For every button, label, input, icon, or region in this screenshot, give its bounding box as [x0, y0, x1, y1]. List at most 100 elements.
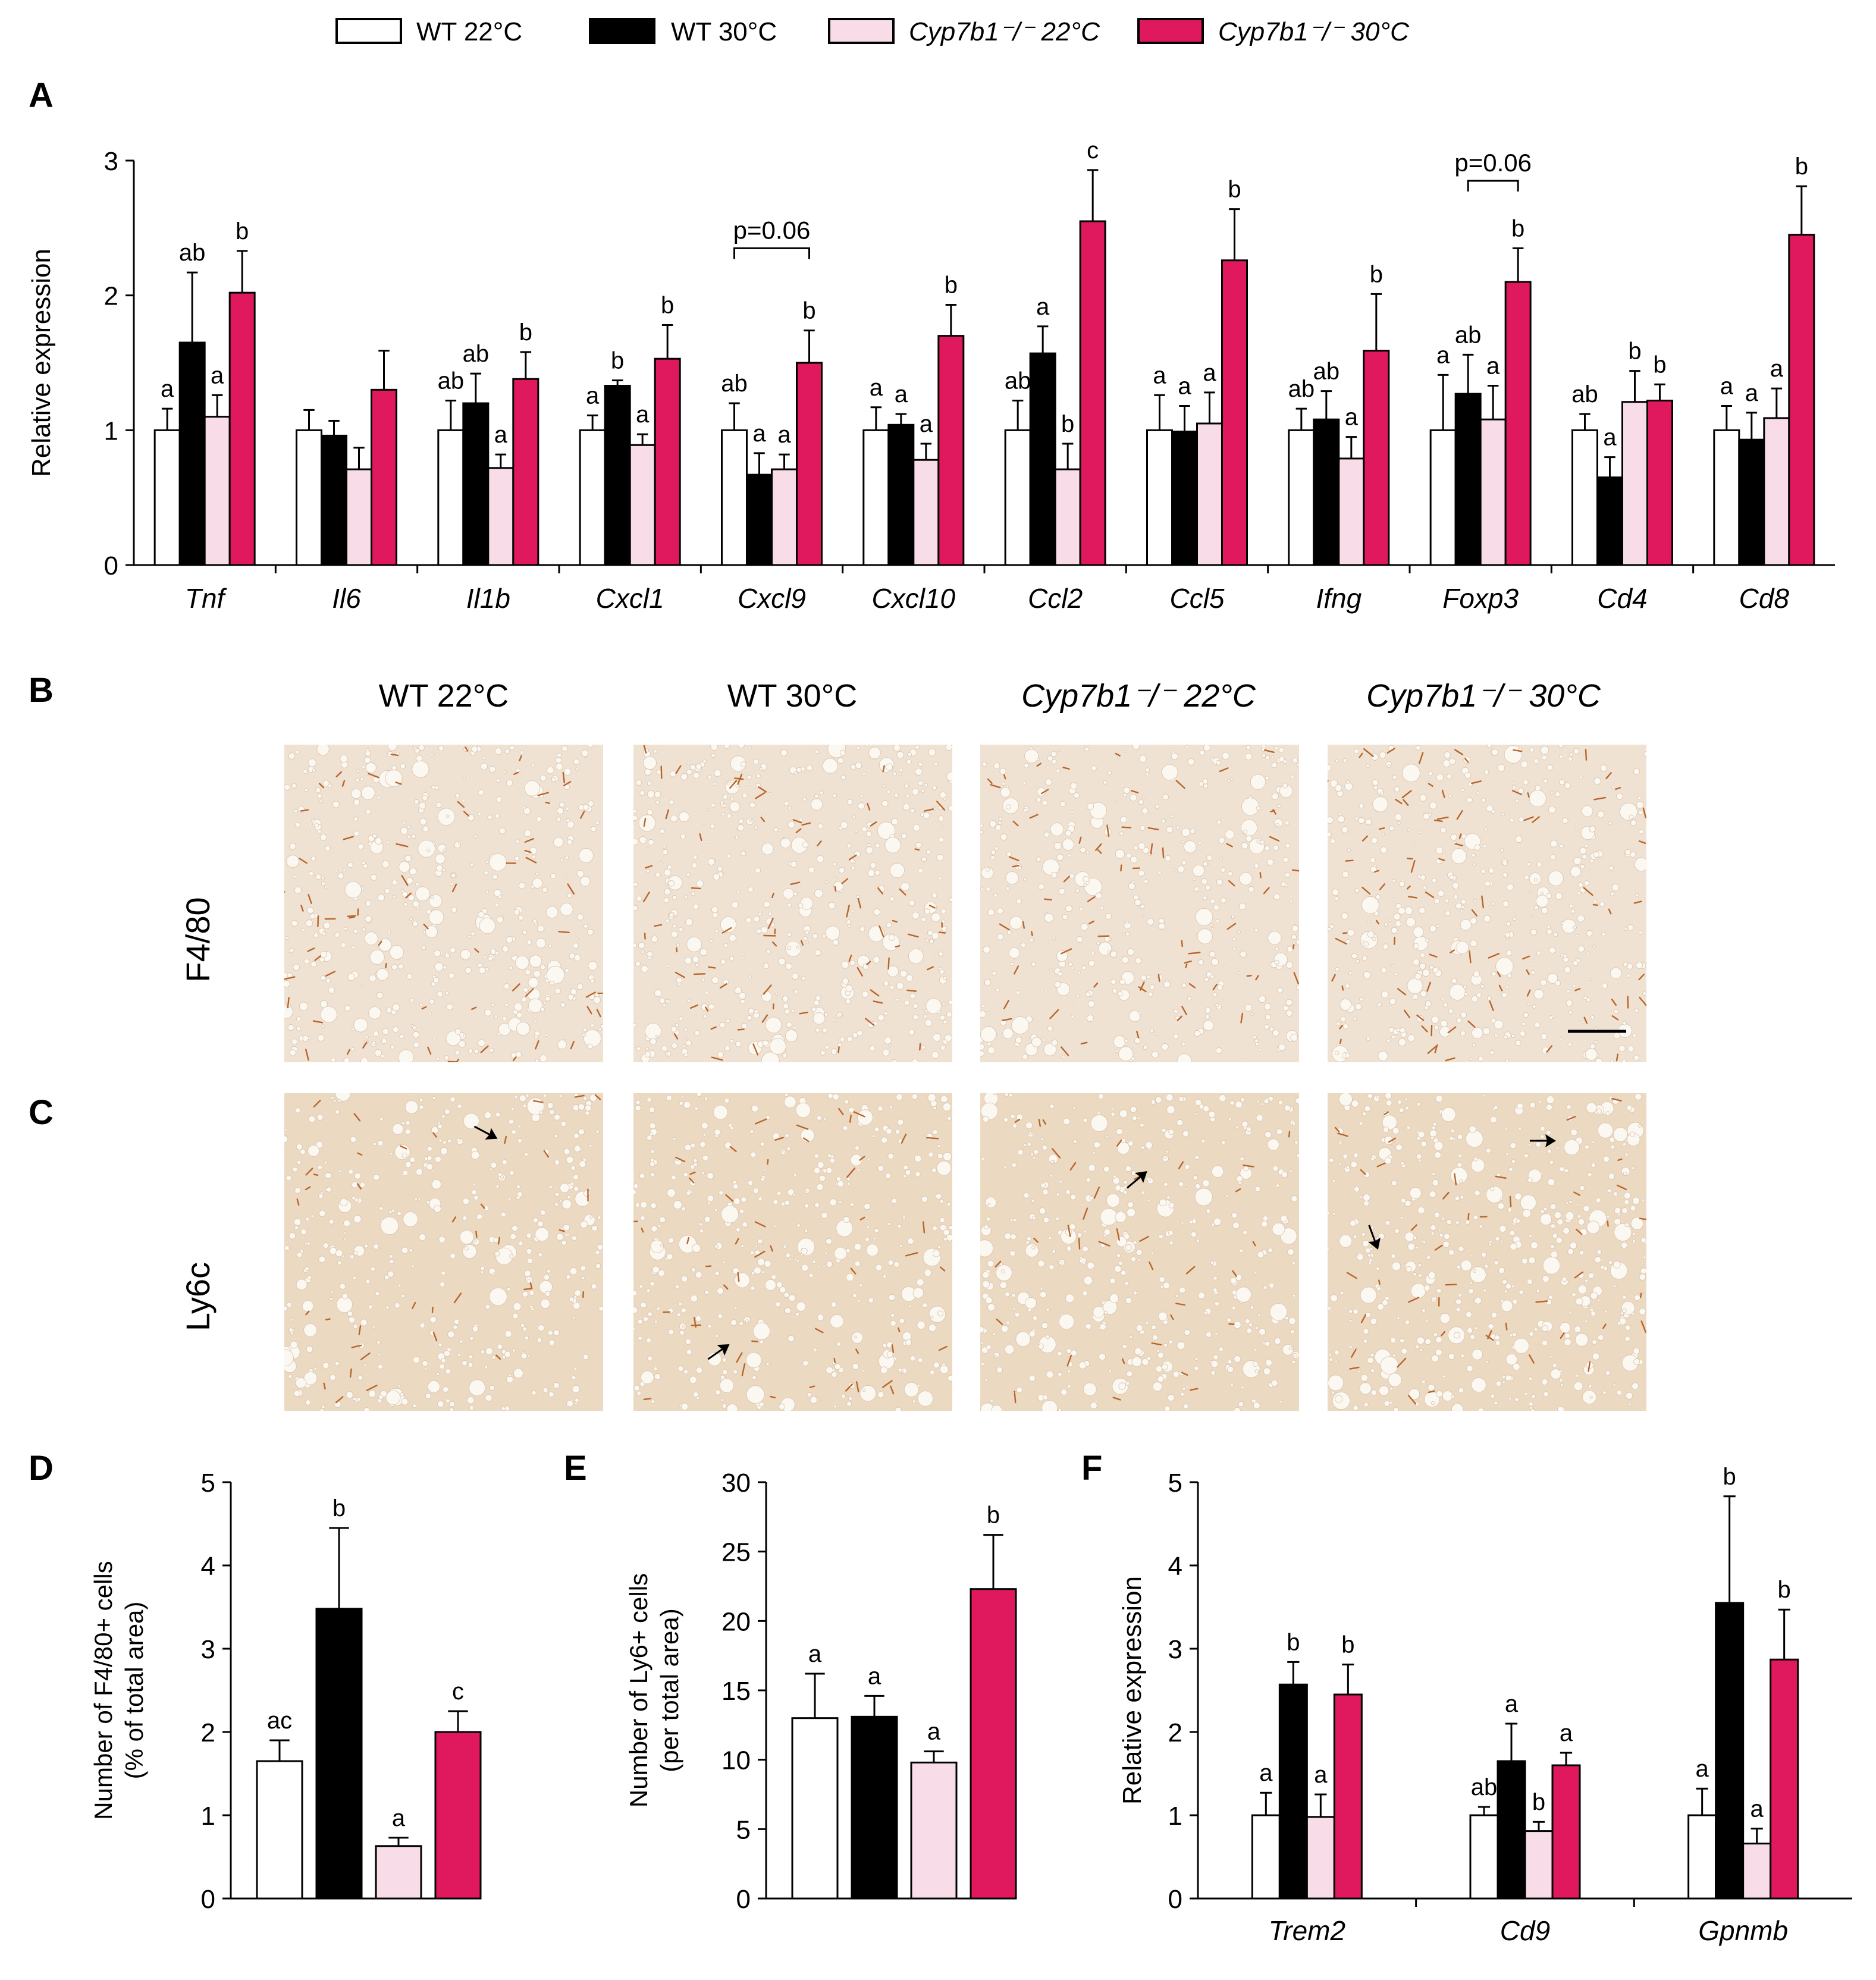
lipid-droplet	[445, 1368, 451, 1375]
lipid-droplet	[578, 1103, 585, 1110]
lipid-droplet	[308, 1115, 316, 1123]
stain-mark	[1033, 1237, 1039, 1243]
lipid-droplet	[820, 1050, 826, 1056]
lipid-droplet	[783, 1244, 787, 1248]
lipid-droplet	[633, 1184, 639, 1189]
lipid-droplet	[1420, 874, 1426, 881]
lipid-droplet	[515, 955, 529, 970]
lipid-droplet	[1163, 1343, 1168, 1347]
lipid-droplet	[681, 1206, 686, 1212]
lipid-droplet	[1000, 787, 1011, 798]
lipid-droplet	[715, 1334, 719, 1338]
stain-mark	[686, 1237, 690, 1244]
lipid-droplet	[1420, 952, 1426, 958]
lipid-droplet	[1495, 957, 1514, 976]
lipid-droplet	[1449, 874, 1455, 880]
lipid-droplet	[1328, 1247, 1329, 1251]
lipid-droplet	[1590, 1310, 1596, 1316]
lipid-droplet	[323, 921, 331, 929]
lipid-droplet	[1028, 1375, 1036, 1382]
histology-texture	[633, 1093, 952, 1411]
lipid-droplet	[937, 1245, 942, 1250]
lipid-droplet	[441, 1270, 446, 1276]
lipid-droplet	[1221, 1140, 1226, 1145]
lipid-droplet	[1123, 1190, 1128, 1195]
lipid-droplet	[315, 787, 321, 793]
stain-mark	[453, 1292, 462, 1304]
lipid-droplet	[1000, 1325, 1009, 1333]
lipid-droplet	[1555, 980, 1561, 986]
lipid-droplet	[1549, 947, 1556, 954]
lipid-droplet	[1388, 1373, 1402, 1387]
lipid-droplet	[567, 839, 573, 845]
lipid-droplet	[792, 1193, 796, 1197]
stain-mark	[1093, 983, 1099, 988]
lipid-droplet	[896, 1093, 903, 1101]
lipid-droplet	[1287, 1248, 1294, 1256]
lipid-droplet	[897, 1119, 904, 1126]
lipid-droplet	[650, 1281, 655, 1286]
stain-marks	[1328, 748, 1646, 1062]
lipid-droplet	[1291, 1195, 1298, 1202]
lipid-droplet	[1501, 1300, 1513, 1312]
lipid-droplet	[851, 1332, 864, 1344]
lipid-droplet	[1575, 934, 1579, 937]
stain-mark	[1178, 1161, 1184, 1169]
lipid-droplet	[1227, 1359, 1232, 1364]
lipid-droplet	[1232, 937, 1236, 941]
lipid-droplet	[522, 1326, 528, 1332]
lipid-droplet	[702, 1134, 706, 1137]
stain-mark	[1639, 996, 1646, 1007]
lipid-droplet	[1499, 1225, 1507, 1233]
lipid-droplet	[308, 1144, 320, 1157]
lipid-droplet	[1560, 1037, 1563, 1041]
lipid-droplet	[572, 942, 579, 949]
lipid-droplet	[712, 912, 719, 918]
lipid-droplet	[1372, 796, 1388, 812]
lipid-droplet	[1513, 1338, 1529, 1354]
lipid-droplet	[1469, 1253, 1472, 1257]
lipid-droplet	[1292, 757, 1298, 763]
lipid-droplet	[1206, 855, 1213, 861]
lipid-droplet	[796, 1223, 801, 1228]
lipid-droplet	[1181, 983, 1187, 989]
lipid-droplet	[793, 1173, 797, 1177]
lipid-droplet	[387, 745, 397, 751]
lipid-droplet	[1125, 1381, 1130, 1386]
lipid-droplet	[418, 1197, 421, 1201]
lipid-droplet	[1575, 827, 1579, 831]
lipid-droplet	[1626, 1392, 1633, 1400]
lipid-droplet	[1491, 1018, 1497, 1024]
lipid-droplet	[981, 1005, 985, 1008]
chart-e-y-tick-label: 20	[721, 1607, 751, 1636]
lipid-droplet	[984, 1378, 988, 1382]
lipid-droplet	[589, 1215, 593, 1219]
lipid-droplet	[816, 1183, 824, 1191]
lipid-droplet	[1292, 1121, 1296, 1126]
lipid-droplet	[341, 1254, 345, 1258]
lipid-droplet	[300, 1228, 307, 1235]
lipid-droplet	[873, 1237, 877, 1241]
lipid-droplet	[509, 1254, 514, 1259]
lipid-droplet	[1171, 778, 1174, 782]
lipid-droplet	[1541, 754, 1548, 761]
lipid-droplet	[834, 877, 837, 880]
lipid-droplet	[850, 1154, 862, 1166]
lipid-droplet	[866, 1225, 870, 1229]
lipid-droplet	[857, 1299, 861, 1303]
stain-mark	[314, 955, 321, 961]
lipid-droplet	[520, 1353, 528, 1360]
lipid-droplet	[1491, 749, 1498, 756]
lipid-droplet	[739, 1321, 744, 1326]
stain-mark	[451, 883, 457, 893]
lipid-droplet	[1222, 752, 1229, 760]
lipid-droplet	[1237, 930, 1241, 934]
lipid-droplet	[643, 756, 657, 770]
lipid-droplet	[681, 1275, 688, 1282]
lipid-droplet	[1611, 786, 1615, 789]
lipid-droplet	[1015, 1037, 1022, 1044]
lipid-droplet	[1340, 1016, 1346, 1022]
lipid-droplet	[1181, 840, 1184, 843]
lipid-droplet	[1119, 1109, 1128, 1118]
chart-a-significance-letter: a	[1770, 356, 1784, 382]
